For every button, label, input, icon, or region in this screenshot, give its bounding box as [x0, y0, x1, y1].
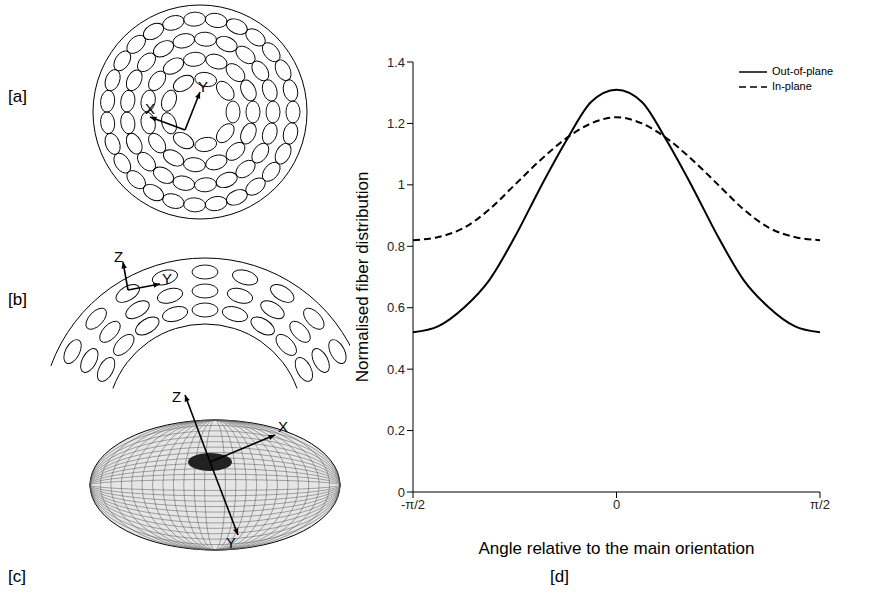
svg-text:0.6: 0.6: [387, 300, 405, 315]
svg-text:X: X: [145, 100, 155, 117]
svg-text:Y: Y: [162, 270, 172, 287]
svg-text:[c]: [c]: [8, 567, 26, 586]
svg-text:-π/2: -π/2: [400, 497, 426, 513]
svg-text:0.2: 0.2: [387, 423, 405, 438]
html-text:[d]: [d]: [550, 567, 569, 586]
svg-text:0: 0: [398, 485, 405, 500]
svg-text:Y: Y: [226, 534, 236, 551]
svg-text:Y: Y: [198, 78, 208, 95]
svg-text:Normalised fiber distribution: Normalised fiber distribution: [353, 172, 372, 383]
svg-text:1.2: 1.2: [387, 116, 405, 131]
svg-text:0.4: 0.4: [387, 362, 405, 377]
svg-text:0.8: 0.8: [387, 239, 405, 254]
svg-text:Z: Z: [114, 248, 123, 265]
svg-text:π/2: π/2: [810, 497, 830, 512]
svg-text:1: 1: [398, 177, 405, 192]
svg-text:Angle relative to the main ori: Angle relative to the main orientation: [479, 539, 755, 558]
svg-text:Z: Z: [172, 388, 181, 405]
html-text:Out-of-plane: Out-of-plane: [772, 65, 834, 77]
svg-text:X: X: [278, 418, 288, 435]
html-text:In-plane: In-plane: [772, 80, 812, 92]
svg-text:[a]: [a]: [8, 87, 27, 106]
svg-text:[b]: [b]: [8, 290, 27, 309]
svg-text:0: 0: [613, 497, 620, 512]
svg-text:1.4: 1.4: [387, 55, 405, 70]
